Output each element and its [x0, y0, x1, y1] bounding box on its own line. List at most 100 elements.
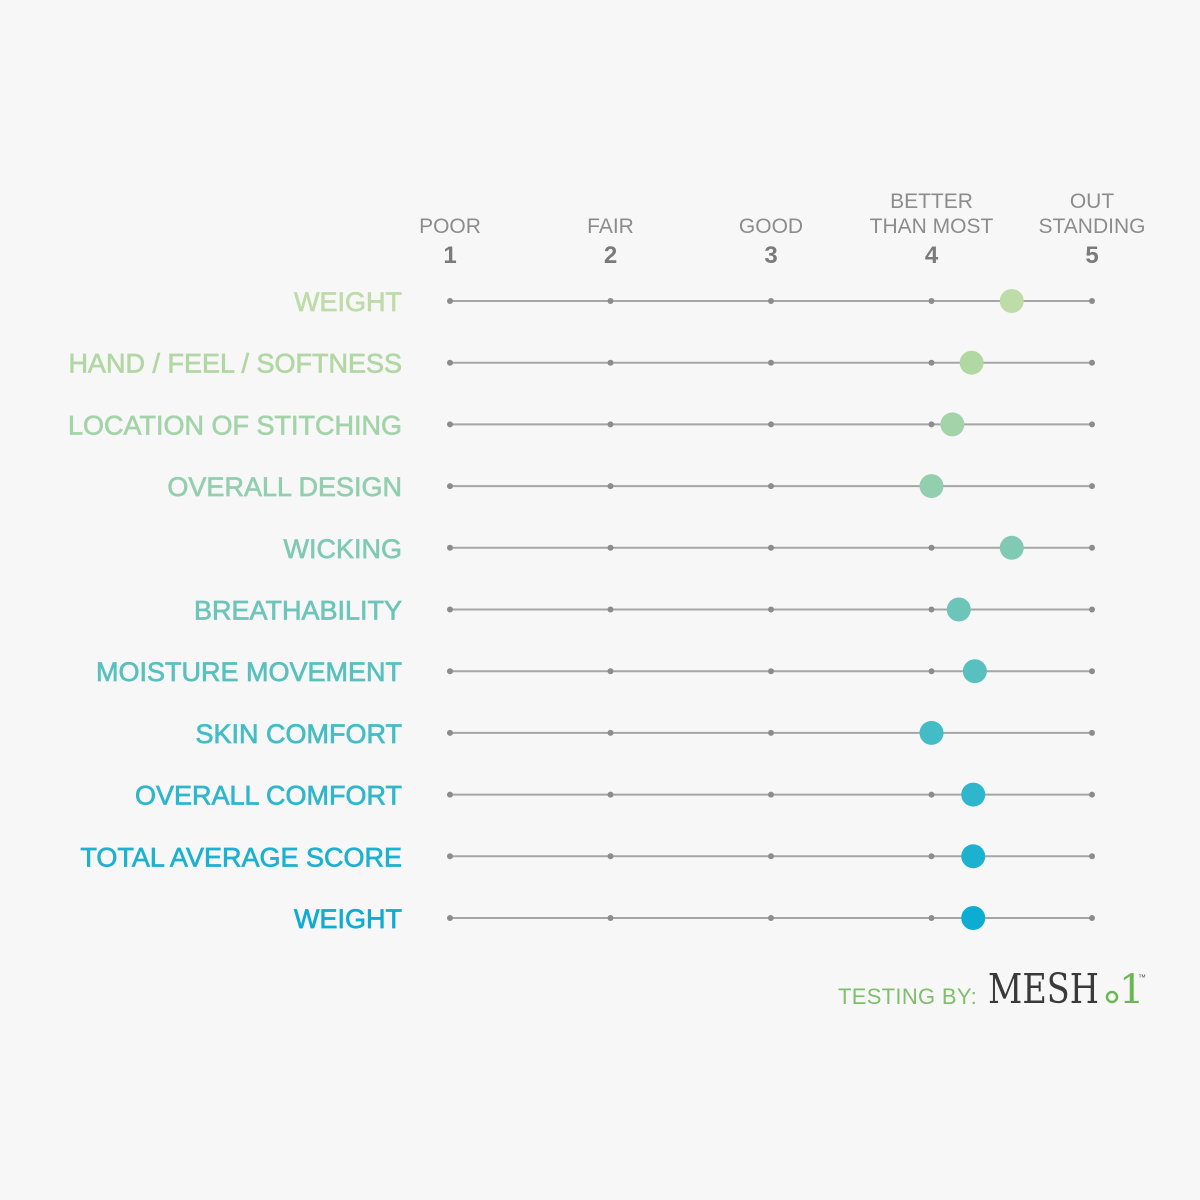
scale-label-5: OUT — [1070, 190, 1115, 213]
rating-dot — [999, 289, 1024, 313]
rating-dot — [999, 535, 1024, 560]
rating-row: WEIGHT — [294, 287, 1095, 317]
row-label: WEIGHT — [294, 287, 402, 317]
rating-dot — [961, 906, 986, 930]
scale-tick — [607, 915, 614, 921]
scale-tick — [768, 298, 774, 304]
scale-tick — [768, 421, 774, 428]
scale-number-3: 3 — [764, 242, 777, 269]
logo-ring — [1105, 990, 1119, 1004]
scale-tick — [447, 668, 453, 675]
row-label: WEIGHT — [294, 904, 402, 934]
row-label: WICKING — [284, 534, 403, 564]
rating-dot — [962, 659, 987, 684]
row-label: TOTAL AVERAGE SCORE — [80, 842, 402, 872]
rating-row: OVERALL DESIGN — [167, 472, 1095, 502]
scale-tick — [1089, 791, 1095, 798]
rating-dot — [959, 350, 984, 375]
scale-tick — [607, 606, 614, 613]
row-label: SKIN COMFORT — [195, 719, 402, 749]
scale-label-4: BETTER — [890, 190, 973, 213]
scale-tick — [768, 606, 774, 613]
row-label: HAND / FEEL / SOFTNESS — [68, 349, 402, 379]
scale-tick — [607, 668, 614, 675]
scale-tick — [768, 668, 774, 675]
scale-tick — [447, 483, 453, 490]
scale-tick — [607, 544, 614, 551]
scale-tick — [768, 359, 774, 366]
scale-tick — [1089, 668, 1095, 675]
row-label: OVERALL DESIGN — [167, 472, 402, 502]
scale-label-3: GOOD — [739, 215, 803, 238]
scale-tick — [928, 421, 935, 428]
mesh1-logo: MESH 1 ™ — [988, 965, 1146, 1013]
scale-tick — [607, 791, 614, 798]
scale-tick — [447, 729, 453, 736]
rating-row: HAND / FEEL / SOFTNESS — [68, 348, 1095, 379]
scale-tick — [928, 915, 935, 921]
logo-trademark: ™ — [1138, 973, 1146, 982]
scale-number-1: 1 — [443, 242, 456, 269]
scale-tick — [607, 483, 614, 490]
scale-tick — [928, 359, 935, 366]
scale-tick — [928, 606, 935, 613]
scale-number-2: 2 — [604, 242, 617, 269]
scale-tick — [1089, 359, 1095, 366]
scale-tick — [447, 359, 453, 366]
testing-credit: TESTING BY: MESH 1 ™ — [838, 965, 1146, 1013]
scale-tick — [928, 544, 935, 551]
scale-tick — [447, 298, 453, 304]
scale-label-5: STANDING — [1039, 215, 1146, 238]
scale-tick — [447, 915, 453, 921]
scale-tick — [768, 791, 774, 798]
rating-dot — [961, 782, 986, 807]
scale-label-2: FAIR — [587, 215, 634, 238]
rating-row: BREATHABILITY — [194, 595, 1095, 626]
row-label: OVERALL COMFORT — [135, 781, 402, 811]
rating-row: WEIGHT — [294, 904, 1095, 934]
rating-row: MOISTURE MOVEMENT — [96, 657, 1095, 688]
scale-tick — [447, 853, 453, 860]
scale-tick — [768, 483, 774, 490]
scale-tick — [607, 298, 614, 304]
scale-tick — [1089, 853, 1095, 860]
scale-tick — [1089, 421, 1095, 428]
rating-dot — [961, 844, 986, 869]
scale-tick — [1089, 544, 1095, 551]
scale-tick — [1089, 298, 1095, 304]
scale-tick — [607, 359, 614, 366]
scale-tick — [447, 606, 453, 613]
scale-tick — [768, 729, 774, 736]
testing-by-label: TESTING BY: — [838, 984, 977, 1009]
scale-tick — [447, 421, 453, 428]
rating-row: LOCATION OF STITCHING — [68, 410, 1095, 441]
scale-label-1: POOR — [419, 215, 481, 238]
scale-tick — [928, 668, 935, 675]
rating-row: TOTAL AVERAGE SCORE — [80, 842, 1095, 873]
scale-number-5: 5 — [1085, 242, 1098, 269]
scale-tick — [928, 791, 935, 798]
rating-rows: WEIGHT HAND / FEEL / SOFTNESS LOCATION OF … — [68, 287, 1095, 934]
rating-dot — [946, 597, 971, 622]
scale-tick — [1089, 729, 1095, 736]
scale-tick — [447, 544, 453, 551]
scale-tick — [768, 853, 774, 860]
scale-tick — [768, 544, 774, 551]
row-label: MOISTURE MOVEMENT — [96, 657, 402, 687]
rating-row: WICKING — [283, 533, 1095, 564]
scale-tick — [1089, 915, 1095, 921]
rating-row: OVERALL COMFORT — [135, 780, 1095, 811]
rating-row: SKIN COMFORT — [195, 719, 1095, 749]
row-label: LOCATION OF STITCHING — [68, 410, 402, 440]
scale-tick — [607, 853, 614, 860]
rating-dot — [919, 720, 944, 745]
rating-dot — [940, 412, 965, 437]
scale-tick — [447, 791, 453, 798]
scale-tick — [1089, 483, 1095, 490]
row-label: BREATHABILITY — [194, 596, 402, 626]
logo-wordmark: MESH — [988, 965, 1099, 1013]
scale-tick — [928, 853, 935, 860]
